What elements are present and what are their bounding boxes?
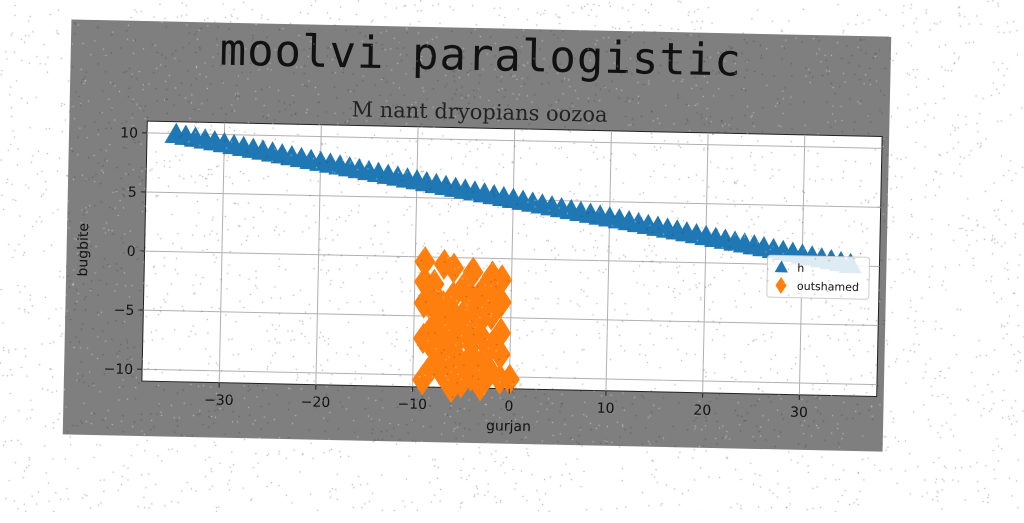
x-tick-label: −10: [397, 396, 427, 413]
y-axis-label: bugbite: [75, 223, 92, 277]
y-tick-label: 10: [120, 125, 138, 141]
legend-label-h: h: [797, 262, 804, 275]
y-tick-label: 0: [126, 244, 135, 260]
x-tick-label: 30: [790, 405, 808, 421]
y-tick-label: −10: [103, 361, 133, 378]
legend: h outshamed: [767, 255, 870, 299]
x-tick-label: 0: [504, 399, 513, 415]
y-tick-label: −5: [114, 303, 135, 319]
x-tick-label: 20: [693, 403, 711, 419]
x-tick-label: 10: [597, 401, 615, 417]
x-axis-label: gurjan: [486, 418, 531, 435]
y-tick-label: 5: [128, 185, 137, 201]
x-tick-label: −20: [301, 394, 331, 411]
legend-label-outshamed: outshamed: [797, 280, 859, 294]
x-tick-label: −30: [204, 392, 234, 409]
